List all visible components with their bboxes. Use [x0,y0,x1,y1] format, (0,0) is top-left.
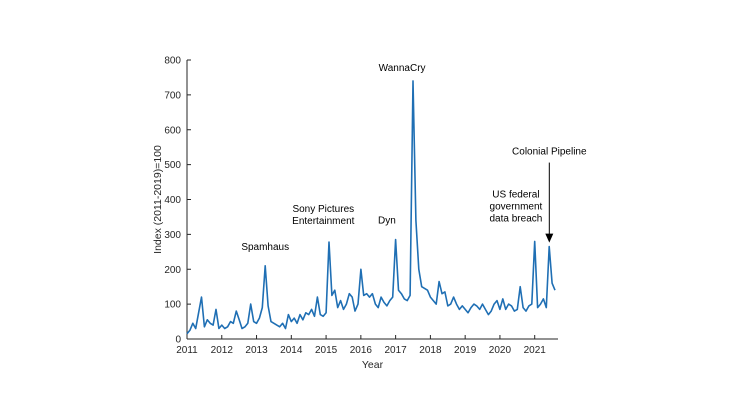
x-tick-label: 2011 [176,345,198,356]
annotation-line: Dyn [378,216,396,227]
annotation-label: Dyn [378,216,396,227]
annotation-arrow-head [545,233,554,243]
series-group [186,80,556,335]
annotation-line: Spamhaus [241,242,289,253]
annotation-label: WannaCry [379,63,426,74]
x-tick-label: 2017 [384,345,407,356]
x-tick-label: 2020 [489,345,512,356]
y-axis-label: Index (2011-2019)=100 [152,145,164,254]
x-tick-label: 2019 [454,345,477,356]
y-tick-label: 500 [164,160,181,171]
y-tick-label: 600 [164,125,181,136]
y-axis-ticks: 0 100 200 300 400 500 600 700 800 [164,56,191,346]
y-tick-label: 700 [164,90,181,101]
annotation-line: Sony Pictures [292,204,354,215]
y-tick-label: 100 [164,300,181,311]
x-axis-label: Year [362,359,384,371]
x-tick-label: 2016 [350,345,373,356]
y-tick-label: 0 [175,335,181,346]
annotation-line: Colonial Pipeline [512,147,587,158]
annotation-line: WannaCry [379,63,426,74]
y-tick-label: 300 [164,230,181,241]
annotations: Spamhaus Sony Pictures Entertainment Dyn Wan… [241,63,587,253]
x-tick-label: 2021 [524,345,547,356]
x-axis-ticks: 2011 2012 2013 2014 2015 2016 2017 2018 2019 2020… [176,335,546,356]
y-tick-label: 200 [164,265,181,276]
x-tick-label: 2018 [419,345,442,356]
x-tick-label: 2014 [280,345,303,356]
annotation-line: government [490,201,543,212]
annotation-label: US federal government data breach [490,189,543,224]
x-tick-label: 2015 [315,345,338,356]
annotation-label: Spamhaus [241,242,289,253]
annotation-line: US federal [492,189,539,200]
annotation-label: Colonial Pipeline [512,147,587,158]
x-tick-label: 2012 [211,345,234,356]
annotation-line: data breach [490,213,543,224]
annotation-line: Entertainment [292,216,354,227]
x-tick-label: 2013 [245,345,268,356]
annotation-label: Sony Pictures Entertainment [292,204,354,227]
y-tick-label: 800 [164,56,181,67]
y-tick-label: 400 [164,195,181,206]
series-line [186,80,556,335]
